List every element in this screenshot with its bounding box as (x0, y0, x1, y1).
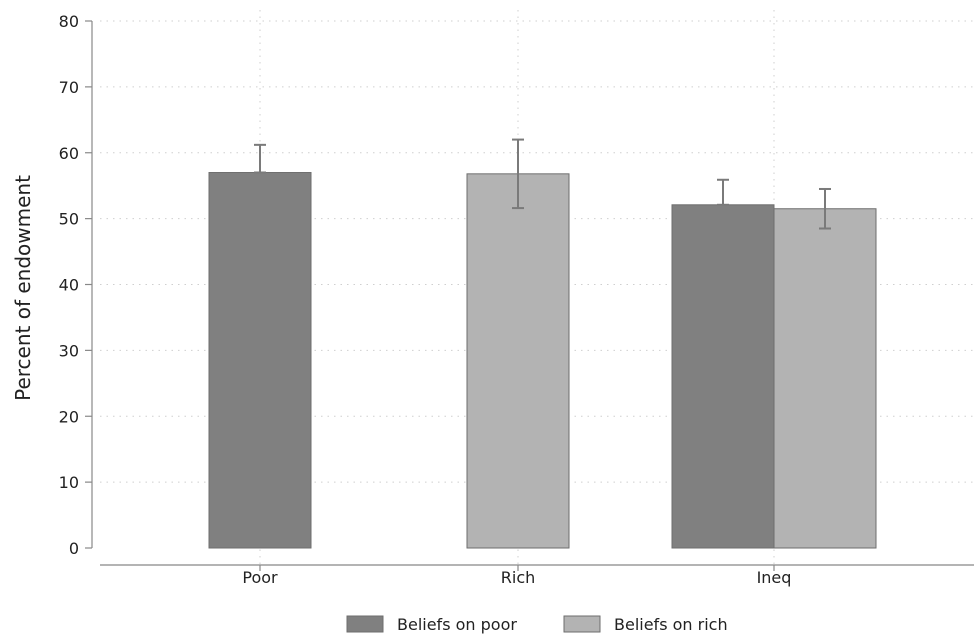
y-tick-label: 30 (59, 341, 79, 360)
legend-swatch-beliefs-on-rich (563, 615, 601, 633)
bar-poor-beliefs-on-poor (208, 172, 312, 549)
y-tick-label: 20 (59, 407, 79, 426)
bar-ineq-beliefs-on-poor (671, 204, 775, 549)
y-tick-label: 70 (59, 78, 79, 97)
y-axis-title: Percent of endowment (11, 175, 35, 401)
bar-ineq-beliefs-on-rich (773, 208, 877, 549)
bars (208, 172, 877, 549)
y-tick-label: 60 (59, 144, 79, 163)
x-tick-label-rich: Rich (501, 568, 536, 587)
y-tick-label: 10 (59, 473, 79, 492)
legend-swatch-beliefs-on-poor (346, 615, 384, 633)
error-bars (254, 138, 831, 230)
axes (85, 20, 974, 571)
legend: Beliefs on poor Beliefs on rich (346, 615, 728, 634)
y-tick-label: 50 (59, 210, 79, 229)
legend-label-beliefs-on-poor: Beliefs on poor (397, 615, 517, 634)
x-tick-label-poor: Poor (242, 568, 278, 587)
x-tick-label-ineq: Ineq (757, 568, 792, 587)
tick-labels: 0 10 20 30 40 50 60 70 80 Poor Rich Ineq (59, 12, 792, 587)
y-tick-label: 0 (69, 539, 79, 558)
y-tick-label: 40 (59, 276, 79, 295)
legend-label-beliefs-on-rich: Beliefs on rich (614, 615, 728, 634)
y-tick-label: 80 (59, 12, 79, 31)
bar-rich-beliefs-on-rich (466, 173, 570, 549)
